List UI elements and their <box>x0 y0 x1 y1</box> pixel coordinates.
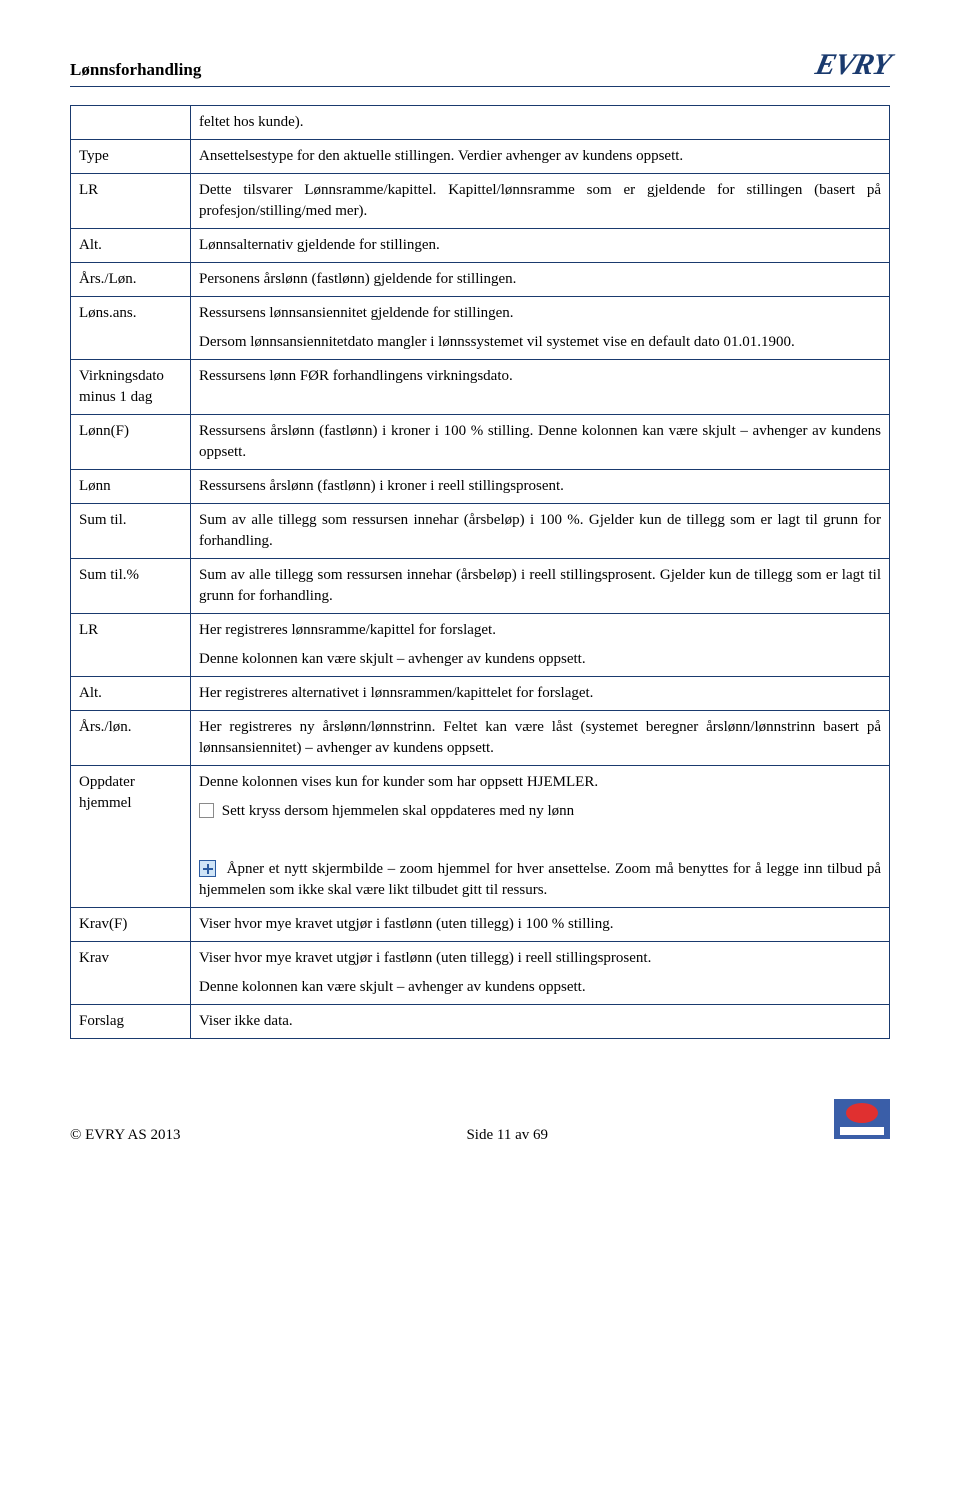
desc-cell: Ressursens årslønn (fastlønn) i kroner i… <box>191 470 890 504</box>
desc-cell: Sum av alle tillegg som ressursen inneha… <box>191 504 890 559</box>
table-row: Års./løn.Her registreres ny årslønn/lønn… <box>71 711 890 766</box>
table-row: LRDette tilsvarer Lønnsramme/kapittel. K… <box>71 174 890 229</box>
table-row: LR Her registreres lønnsramme/kapittel fo… <box>71 614 890 677</box>
desc-text: Personens årslønn (fastlønn) gjeldende f… <box>199 269 881 290</box>
table-row: Sum til.Sum av alle tillegg som ressurse… <box>71 504 890 559</box>
table-row: Års./Løn. Personens årslønn (fastlønn) gj… <box>71 263 890 297</box>
term-cell: Års./løn. <box>71 711 191 766</box>
desc-cell: feltet hos kunde). <box>191 106 890 140</box>
desc-text: Denne kolonnen kan være skjult – avhenge… <box>199 649 881 670</box>
desc-cell: Ressursens lønn FØR forhandlingens virkn… <box>191 360 890 415</box>
desc-cell: Ansettelsestype for den aktuelle stillin… <box>191 140 890 174</box>
desc-text: Dersom lønnsansiennitetdato mangler i lø… <box>199 332 881 353</box>
table-row: Alt. Her registreres alternativet i lønns… <box>71 677 890 711</box>
table-row: Type Ansettelsestype for den aktuelle sti… <box>71 140 890 174</box>
desc-cell: Ressursens lønnsansiennitet gjeldende fo… <box>191 297 890 360</box>
term-cell: Års./Løn. <box>71 263 191 297</box>
desc-text: Ansettelsestype for den aktuelle stillin… <box>199 146 881 167</box>
table-row: Virkningsdato minus 1 dag Ressursens lønn… <box>71 360 890 415</box>
footer-logo-icon <box>834 1099 890 1146</box>
brand-logo: EVRY <box>812 44 895 86</box>
desc-text: Her registreres ny årslønn/lønnstrinn. F… <box>199 717 881 759</box>
desc-cell: Ressursens årslønn (fastlønn) i kroner i… <box>191 415 890 470</box>
term-cell: Type <box>71 140 191 174</box>
table-row: Alt. Lønnsalternativ gjeldende for stilli… <box>71 229 890 263</box>
table-row: Oppdater hjemmel Denne kolonnen vises kun… <box>71 766 890 908</box>
plus-icon <box>199 860 216 877</box>
desc-text: Denne kolonnen kan være skjult – avhenge… <box>199 977 881 998</box>
desc-text: Sum av alle tillegg som ressursen inneha… <box>199 510 881 552</box>
desc-cell: Viser hvor mye kravet utgjør i fastlønn … <box>191 942 890 1005</box>
desc-cell: Viser hvor mye kravet utgjør i fastlønn … <box>191 908 890 942</box>
desc-text: Ressursens lønn FØR forhandlingens virkn… <box>199 366 881 387</box>
desc-cell: Personens årslønn (fastlønn) gjeldende f… <box>191 263 890 297</box>
desc-text: Sum av alle tillegg som ressursen inneha… <box>199 565 881 607</box>
desc-text: Her registreres lønnsramme/kapittel for … <box>199 620 881 641</box>
term-cell: Sum til.% <box>71 559 191 614</box>
page-header: Lønnsforhandling EVRY <box>70 40 890 87</box>
desc-text: Ressursens årslønn (fastlønn) i kroner i… <box>199 476 881 497</box>
term-cell: Virkningsdato minus 1 dag <box>71 360 191 415</box>
page-title: Lønnsforhandling <box>70 58 201 82</box>
term-cell: Oppdater hjemmel <box>71 766 191 908</box>
desc-cell: Her registreres ny årslønn/lønnstrinn. F… <box>191 711 890 766</box>
footer-page: Side 11 av 69 <box>466 1125 548 1146</box>
desc-cell: Her registreres alternativet i lønnsramm… <box>191 677 890 711</box>
table-row: Løns.ans. Ressursens lønnsansiennitet gje… <box>71 297 890 360</box>
term-cell: Krav(F) <box>71 908 191 942</box>
table-row: Forslag Viser ikke data. <box>71 1005 890 1039</box>
term-cell: Krav <box>71 942 191 1005</box>
desc-inline-text: Sett kryss dersom hjemmelen skal oppdate… <box>218 803 574 819</box>
term-cell: LR <box>71 614 191 677</box>
desc-text: Åpner et nytt skjermbilde – zoom hjemmel… <box>199 859 881 901</box>
desc-cell: Viser ikke data. <box>191 1005 890 1039</box>
desc-text: Dette tilsvarer Lønnsramme/kapittel. Kap… <box>199 180 881 222</box>
desc-cell: Denne kolonnen vises kun for kunder som … <box>191 766 890 908</box>
desc-text: Denne kolonnen vises kun for kunder som … <box>199 772 881 793</box>
desc-text <box>199 830 881 851</box>
table-row: Lønn(F)Ressursens årslønn (fastlønn) i k… <box>71 415 890 470</box>
desc-text: Viser hvor mye kravet utgjør i fastlønn … <box>199 948 881 969</box>
desc-text: Ressursens årslønn (fastlønn) i kroner i… <box>199 421 881 463</box>
desc-cell: Sum av alle tillegg som ressursen inneha… <box>191 559 890 614</box>
term-cell: LR <box>71 174 191 229</box>
term-cell <box>71 106 191 140</box>
desc-text: Her registreres alternativet i lønnsramm… <box>199 683 881 704</box>
table-row: Sum til.%Sum av alle tillegg som ressurs… <box>71 559 890 614</box>
desc-inline-text: Åpner et nytt skjermbilde – zoom hjemmel… <box>199 861 881 898</box>
desc-text: feltet hos kunde). <box>199 112 881 133</box>
table-row: Lønn Ressursens årslønn (fastlønn) i kron… <box>71 470 890 504</box>
term-cell: Alt. <box>71 229 191 263</box>
table-row: Krav Viser hvor mye kravet utgjør i fastl… <box>71 942 890 1005</box>
desc-cell: Lønnsalternativ gjeldende for stillingen… <box>191 229 890 263</box>
page-footer: © EVRY AS 2013 Side 11 av 69 <box>70 1099 890 1146</box>
desc-text: Viser hvor mye kravet utgjør i fastlønn … <box>199 914 881 935</box>
term-cell: Alt. <box>71 677 191 711</box>
definitions-table: feltet hos kunde). Type Ansettelsestype fo… <box>70 105 890 1039</box>
term-cell: Løns.ans. <box>71 297 191 360</box>
table-row: Krav(F) Viser hvor mye kravet utgjør i fa… <box>71 908 890 942</box>
desc-text: Lønnsalternativ gjeldende for stillingen… <box>199 235 881 256</box>
term-cell: Sum til. <box>71 504 191 559</box>
checkbox-icon <box>199 803 214 818</box>
term-cell: Forslag <box>71 1005 191 1039</box>
term-cell: Lønn(F) <box>71 415 191 470</box>
desc-text: Ressursens lønnsansiennitet gjeldende fo… <box>199 303 881 324</box>
desc-cell: Dette tilsvarer Lønnsramme/kapittel. Kap… <box>191 174 890 229</box>
term-cell: Lønn <box>71 470 191 504</box>
desc-cell: Her registreres lønnsramme/kapittel for … <box>191 614 890 677</box>
desc-text: Sett kryss dersom hjemmelen skal oppdate… <box>199 801 881 822</box>
footer-copyright: © EVRY AS 2013 <box>70 1125 180 1146</box>
desc-text: Viser ikke data. <box>199 1011 881 1032</box>
